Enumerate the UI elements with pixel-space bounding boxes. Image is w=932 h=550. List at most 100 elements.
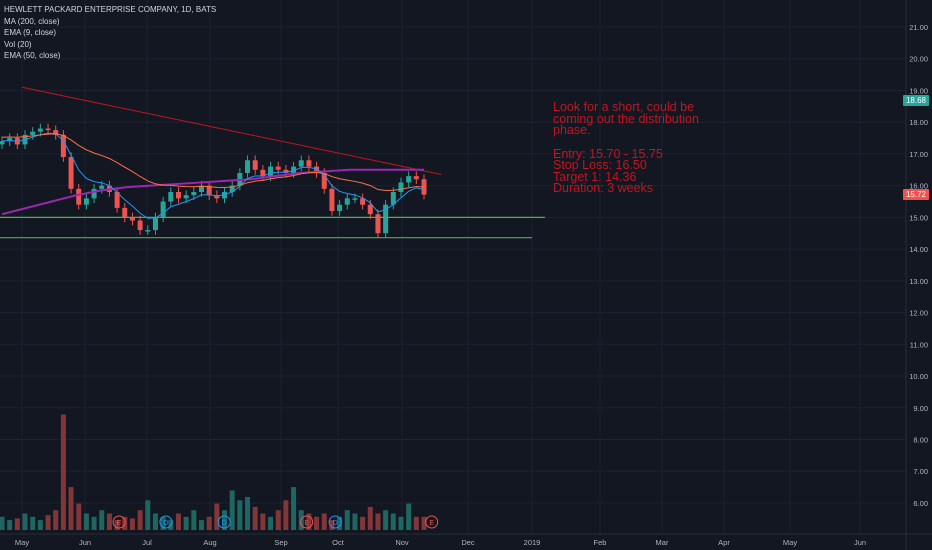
candle-body xyxy=(183,195,189,199)
candle-body xyxy=(145,230,151,232)
time-tick-label: Feb xyxy=(594,538,607,547)
note-line-1: Look for a short, could be xyxy=(553,100,695,114)
ema50-line xyxy=(1,133,425,192)
time-tick-label: 2019 xyxy=(524,538,541,547)
note-stop: Stop Loss: 16.50 xyxy=(553,158,647,172)
candle-body xyxy=(198,185,204,192)
price-tick-label: 21.00 xyxy=(909,23,928,32)
volume-bar xyxy=(14,518,20,530)
volume-bar xyxy=(375,513,381,530)
ema9-line xyxy=(1,132,425,219)
candle-body xyxy=(175,191,181,199)
volume-bar xyxy=(145,500,151,530)
volume-bar xyxy=(268,516,274,530)
candle-body xyxy=(0,141,5,145)
candle-body xyxy=(337,204,343,212)
time-tick-label: May xyxy=(783,538,797,547)
candle-body xyxy=(91,188,97,199)
volume-bar xyxy=(383,510,389,530)
time-tick-label: Nov xyxy=(395,538,409,547)
time-tick-label: Oct xyxy=(332,538,345,547)
price-tick-label: 16.00 xyxy=(909,182,928,191)
volume-bar xyxy=(360,516,366,530)
event-marker-label: E xyxy=(117,520,122,527)
event-marker xyxy=(159,515,173,529)
price-tick-label: 13.00 xyxy=(909,277,928,286)
event-marker xyxy=(328,515,342,529)
time-tick-label: Jun xyxy=(854,538,866,547)
candle-body xyxy=(76,188,82,205)
volume-bar xyxy=(91,516,97,530)
candle-body xyxy=(398,182,404,192)
volume-bar xyxy=(245,497,251,530)
candle-body xyxy=(206,185,212,196)
volume-bar xyxy=(413,516,419,530)
price-tick-label: 19.00 xyxy=(909,86,928,95)
price-tick-label: 12.00 xyxy=(909,309,928,318)
candle-body xyxy=(68,157,74,189)
candle-body xyxy=(45,128,51,131)
candle-body xyxy=(245,160,251,173)
price-tick-label: 17.00 xyxy=(909,150,928,159)
event-marker xyxy=(300,515,314,529)
note-line-2: coming out the distribution xyxy=(553,111,699,126)
price-tick-label: 8.00 xyxy=(913,435,928,444)
candle-body xyxy=(314,166,320,173)
legend-ma200[interactable]: MA (200, close) xyxy=(4,16,60,26)
event-marker-label: D xyxy=(222,520,227,527)
volume-bar xyxy=(7,520,13,530)
volume-bar xyxy=(83,513,89,530)
price-tick-label: 14.00 xyxy=(909,245,928,254)
volume-bar xyxy=(291,487,297,530)
volume-bar xyxy=(60,414,66,530)
candle-body xyxy=(160,201,166,218)
event-marker-label: D xyxy=(163,520,168,527)
legend-vol[interactable]: Vol (20) xyxy=(4,39,32,49)
candle-body xyxy=(413,176,419,180)
candle-body xyxy=(99,185,105,189)
candle-body xyxy=(344,198,350,205)
candle-body xyxy=(390,191,396,205)
price-tick-label: 7.00 xyxy=(913,467,928,476)
volume-bar xyxy=(229,490,235,530)
volume-bar xyxy=(222,510,228,530)
trade-note[interactable]: Look for a short, could be coming out th… xyxy=(553,100,699,195)
candle-body xyxy=(360,198,366,205)
volume-bar xyxy=(76,503,82,530)
price-tick-label: 15.00 xyxy=(909,213,928,222)
legend-ema50[interactable]: EMA (50, close) xyxy=(4,51,61,60)
volume-bar xyxy=(367,506,373,530)
volume-bar xyxy=(344,510,350,530)
event-marker xyxy=(217,515,231,529)
candle-body xyxy=(114,191,120,208)
candle-body xyxy=(375,214,381,234)
symbol-title[interactable]: HEWLETT PACKARD ENTERPRISE COMPANY, 1D, … xyxy=(4,5,217,14)
candle-body xyxy=(275,166,281,170)
candle-body xyxy=(406,176,412,183)
volume-bar xyxy=(352,513,358,530)
event-marker xyxy=(112,515,126,529)
candle-body xyxy=(60,134,66,158)
resistance-trendline xyxy=(21,86,442,176)
volume-bar xyxy=(260,513,266,530)
volume-bar xyxy=(191,510,197,530)
candle-body xyxy=(291,166,297,173)
volume-bar xyxy=(237,500,243,530)
volume-bar xyxy=(421,516,427,530)
time-tick-label: Jul xyxy=(142,538,152,547)
legend-ema9[interactable]: EMA (9, close) xyxy=(4,28,57,37)
time-tick-label: Sep xyxy=(274,538,287,547)
candle-body xyxy=(7,138,13,142)
volume-bar xyxy=(398,516,404,530)
volume-bar xyxy=(329,520,335,530)
candle-body xyxy=(321,172,327,189)
last-price-tag: 15.72 xyxy=(902,189,929,200)
price-tick-label: 9.00 xyxy=(913,404,928,413)
candle-body xyxy=(129,217,135,221)
price-tick-label: 6.00 xyxy=(913,499,928,508)
volume-bar xyxy=(306,513,312,530)
volume-bar xyxy=(275,510,281,530)
candle-body xyxy=(260,169,266,177)
